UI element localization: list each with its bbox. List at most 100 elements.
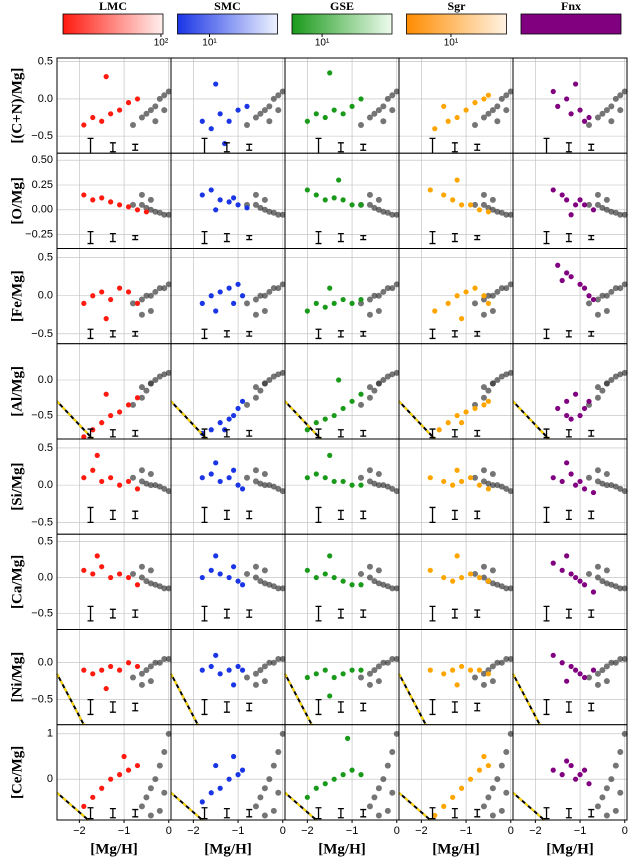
mw-point: [498, 583, 505, 590]
mw-point: [489, 196, 496, 203]
panel-frame: [399, 58, 513, 154]
point: [568, 762, 574, 769]
point: [208, 187, 214, 193]
point: [467, 571, 474, 577]
mw-point: [147, 812, 154, 819]
colorbar-label: Fnx: [561, 0, 581, 13]
mw-point: [270, 209, 277, 216]
point: [590, 296, 597, 303]
error-bar: [315, 506, 322, 523]
mw-point: [270, 285, 277, 292]
mw-point: [161, 789, 168, 796]
mw-point: [594, 670, 601, 677]
point: [564, 197, 570, 203]
panel: [56, 533, 172, 630]
point: [81, 803, 87, 809]
mw-point: [472, 570, 478, 577]
point: [432, 308, 438, 314]
mw-point: [266, 103, 273, 110]
mw-point: [480, 384, 487, 391]
mw-point: [507, 585, 514, 592]
mw-point: [371, 292, 378, 299]
panel-frame: [57, 58, 171, 154]
mw-point: [279, 488, 286, 495]
panel-frame: [399, 724, 513, 820]
panel-frame: [171, 58, 285, 154]
mw-point: [375, 567, 382, 574]
mw-point: [380, 118, 387, 125]
error-bar: [109, 330, 116, 338]
point: [108, 296, 114, 303]
mw-point: [143, 578, 150, 585]
colorbar: [62, 13, 164, 35]
x-tick-label: 0: [508, 825, 514, 837]
mw-point: [384, 762, 391, 769]
point: [572, 574, 579, 581]
mw-point: [489, 206, 496, 213]
panel-border: [512, 724, 628, 821]
point: [235, 107, 241, 113]
y-tick-label: 0.0: [38, 93, 53, 105]
mw-point: [366, 201, 373, 208]
mw-point: [380, 776, 387, 783]
error-bar: [543, 506, 550, 523]
y-tick-label: −0.5: [31, 694, 53, 706]
point: [349, 103, 355, 109]
point: [445, 420, 451, 426]
point: [454, 682, 460, 688]
point: [555, 262, 561, 268]
panel: [56, 248, 172, 345]
mw-point: [252, 311, 259, 318]
y-axis-label: [Ca/Mg]: [9, 555, 25, 609]
point: [568, 212, 574, 218]
point: [103, 685, 109, 692]
mw-point: [257, 667, 264, 674]
point: [235, 405, 241, 412]
x-tick-label: −1: [232, 825, 245, 837]
mw-point: [371, 204, 378, 211]
mw-point: [161, 285, 168, 292]
point: [441, 671, 447, 677]
point: [90, 671, 96, 677]
point: [485, 209, 492, 215]
point: [358, 296, 364, 303]
mw-point: [252, 394, 259, 401]
mw-point: [617, 107, 624, 114]
mw-point: [485, 387, 492, 394]
point: [322, 197, 328, 203]
mw-point: [480, 467, 487, 474]
point: [485, 578, 492, 584]
mw-point: [358, 474, 364, 481]
mw-point: [494, 208, 501, 215]
point: [313, 300, 319, 306]
mw-point: [489, 663, 496, 670]
mw-point: [165, 488, 172, 495]
point: [230, 682, 237, 688]
mw-point: [147, 206, 154, 213]
error-bar: [588, 609, 595, 618]
limit-line: [170, 792, 203, 821]
mw-point: [586, 300, 592, 307]
mw-point: [498, 762, 505, 769]
panel: [170, 57, 286, 157]
mw-point: [384, 483, 391, 490]
point: [454, 293, 460, 299]
mw-point: [147, 196, 154, 203]
x-tick-label: 0: [394, 825, 400, 837]
point: [244, 103, 250, 109]
mw-point: [252, 296, 259, 303]
point: [235, 202, 241, 208]
panel: [284, 629, 400, 726]
error-bar: [132, 702, 139, 712]
point: [208, 427, 214, 433]
point: [226, 416, 232, 422]
point: [239, 667, 246, 673]
point: [463, 409, 469, 415]
limit-line: [284, 673, 313, 726]
y-tick-label: 0.5: [38, 252, 53, 264]
mw-point: [270, 807, 277, 814]
mw-point: [130, 201, 136, 208]
y-tick-label: −0.5: [31, 516, 53, 528]
mw-point: [143, 204, 150, 211]
point: [116, 482, 123, 488]
